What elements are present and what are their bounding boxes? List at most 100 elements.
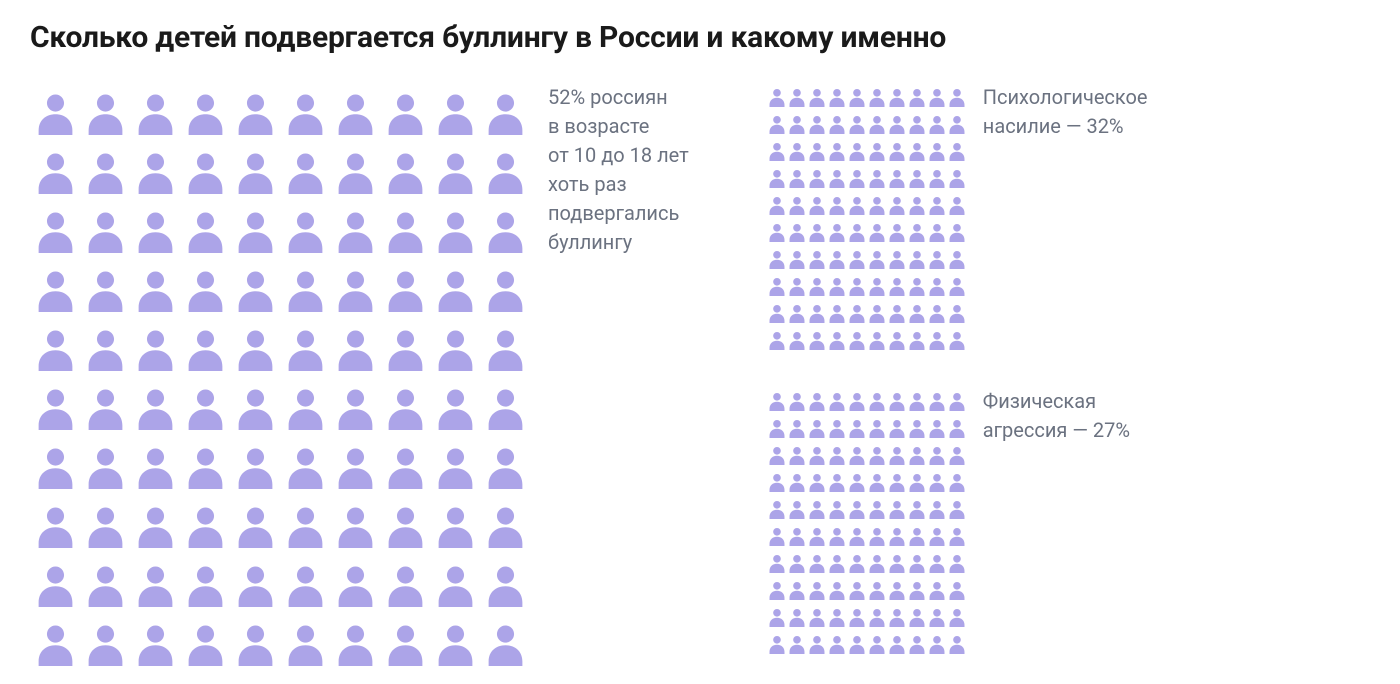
pictogram-cell	[380, 260, 430, 319]
pictogram-cell	[330, 496, 380, 555]
person-icon	[83, 621, 128, 666]
pictogram-cell	[180, 83, 230, 142]
pictogram-cell	[847, 603, 867, 630]
pictogram-cell	[787, 495, 807, 522]
pictogram-cell	[30, 201, 80, 260]
pictogram-cell	[130, 319, 180, 378]
pictogram-cell	[887, 83, 907, 110]
person-icon	[383, 444, 428, 489]
pictogram-cell	[130, 614, 180, 673]
pictogram-cell	[907, 299, 927, 326]
person-icon	[867, 553, 887, 573]
person-icon	[887, 634, 907, 654]
pictogram-cell	[80, 496, 130, 555]
person-icon	[83, 503, 128, 548]
person-icon	[947, 330, 967, 350]
person-icon	[767, 472, 787, 492]
pictogram-cell	[927, 603, 947, 630]
pictogram-cell	[30, 555, 80, 614]
pictogram-cell	[230, 319, 280, 378]
pictogram-cell	[907, 137, 927, 164]
person-icon	[907, 418, 927, 438]
pictogram-cell	[907, 191, 927, 218]
person-icon	[867, 391, 887, 411]
pictogram-cell	[807, 83, 827, 110]
person-icon	[83, 385, 128, 430]
person-icon	[383, 503, 428, 548]
pictogram-cell	[907, 630, 927, 657]
pictogram-cell	[867, 137, 887, 164]
pictogram-cell	[847, 441, 867, 468]
person-icon	[83, 444, 128, 489]
person-icon	[767, 222, 787, 242]
pictogram-cell	[787, 272, 807, 299]
pictogram-cell	[947, 326, 967, 353]
pictogram-cell	[947, 245, 967, 272]
person-icon	[927, 634, 947, 654]
pictogram-cell	[130, 437, 180, 496]
person-icon	[383, 326, 428, 371]
person-icon	[887, 391, 907, 411]
pictogram-cell	[807, 137, 827, 164]
pictogram-cell	[180, 614, 230, 673]
person-icon	[807, 472, 827, 492]
pictogram-cell	[927, 495, 947, 522]
pictogram-cell	[847, 137, 867, 164]
pictogram-cell	[330, 201, 380, 260]
pictogram-cell	[867, 630, 887, 657]
person-icon	[33, 208, 78, 253]
pictogram-cell	[767, 468, 787, 495]
caption-psychological: Психологическое насилие — 32%	[983, 83, 1148, 141]
pictogram-cell	[480, 201, 530, 260]
person-icon	[807, 607, 827, 627]
person-icon	[887, 526, 907, 546]
pictogram-cell	[380, 614, 430, 673]
pictogram-cell	[380, 83, 430, 142]
person-icon	[807, 499, 827, 519]
pictogram-cell	[827, 468, 847, 495]
person-icon	[867, 330, 887, 350]
pictogram-cell	[80, 83, 130, 142]
person-icon	[887, 87, 907, 107]
person-icon	[907, 553, 927, 573]
person-icon	[283, 385, 328, 430]
pictogram-cell	[867, 603, 887, 630]
person-icon	[33, 90, 78, 135]
pictogram-cell	[907, 549, 927, 576]
pictogram-cell	[807, 576, 827, 603]
person-icon	[483, 90, 528, 135]
pictogram-cell	[787, 576, 807, 603]
pictogram-cell	[767, 191, 787, 218]
person-icon	[927, 141, 947, 161]
person-icon	[283, 621, 328, 666]
pictogram-cell	[807, 218, 827, 245]
pictogram-cell	[480, 83, 530, 142]
person-icon	[787, 330, 807, 350]
pictogram-cell	[847, 576, 867, 603]
person-icon	[767, 526, 787, 546]
pictogram-cell	[480, 319, 530, 378]
person-icon	[887, 249, 907, 269]
pictogram-cell	[380, 496, 430, 555]
person-icon	[233, 149, 278, 194]
person-icon	[333, 503, 378, 548]
person-icon	[947, 580, 967, 600]
person-icon	[847, 168, 867, 188]
pictogram-cell	[380, 555, 430, 614]
person-icon	[183, 562, 228, 607]
person-icon	[927, 607, 947, 627]
person-icon	[867, 303, 887, 323]
person-icon	[947, 445, 967, 465]
pictogram-cell	[827, 137, 847, 164]
pictogram-cell	[30, 83, 80, 142]
pictogram-cell	[130, 378, 180, 437]
person-icon	[947, 499, 967, 519]
person-icon	[807, 249, 827, 269]
person-icon	[867, 580, 887, 600]
person-icon	[827, 87, 847, 107]
person-icon	[787, 607, 807, 627]
pictogram-cell	[767, 576, 787, 603]
pictogram-cell	[927, 83, 947, 110]
pictogram-cell	[767, 326, 787, 353]
person-icon	[867, 634, 887, 654]
